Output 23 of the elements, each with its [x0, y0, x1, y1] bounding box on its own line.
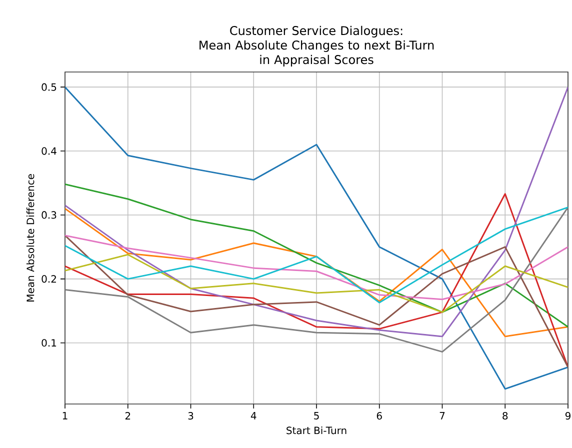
line-series: [65, 234, 568, 368]
x-tick-label: 3: [188, 412, 194, 420]
x-tick-label: 7: [440, 412, 445, 420]
x-tick-label: 5: [314, 412, 319, 420]
line-series: [65, 234, 568, 300]
y-tick-label: 0.3: [42, 211, 56, 219]
y-tick-label: 0.1: [42, 339, 56, 347]
y-tick-label: 0.2: [42, 275, 56, 283]
line-series: [65, 86, 568, 390]
line-series: [65, 206, 568, 304]
chart-title: Customer Service Dialogues: Mean Absolute Changes to next Bi-Turn in Appraisal Scores: [200, 26, 434, 66]
x-tick-label: 4: [250, 412, 256, 420]
y-axis-title: Mean Absolute Difference: [26, 174, 34, 302]
line-series: [65, 184, 568, 328]
line-series: [65, 254, 568, 313]
y-tick-label: 0.4: [42, 147, 56, 155]
x-tick-label: 8: [502, 412, 508, 420]
x-tick-label: 1: [62, 412, 68, 420]
y-tick-label: 0.5: [42, 83, 56, 91]
x-tick-label: 9: [565, 412, 570, 420]
x-axis-title: Start Bi-Turn: [286, 426, 346, 434]
x-tick-label: 6: [376, 412, 382, 420]
x-tick-label: 2: [125, 412, 130, 420]
